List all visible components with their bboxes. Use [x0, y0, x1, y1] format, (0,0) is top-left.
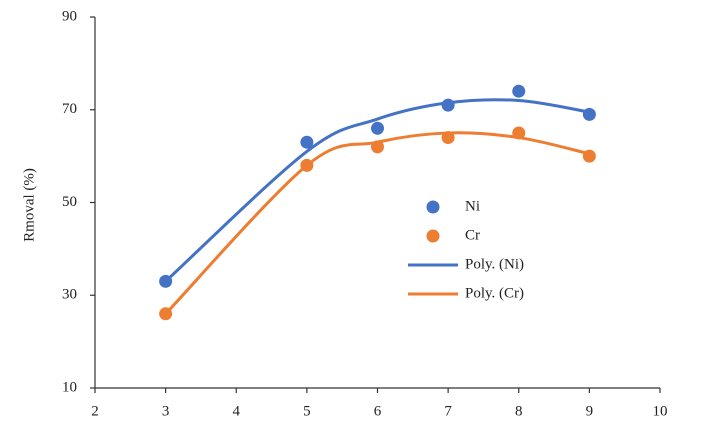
trend-line — [164, 131, 590, 315]
x-tick-label: 7 — [444, 403, 452, 419]
x-tick-label: 10 — [653, 403, 668, 419]
x-tick-label: 6 — [374, 403, 382, 419]
point — [441, 98, 455, 112]
y-tick-label: 90 — [62, 8, 77, 24]
y-axis-label: Rmoval (%) — [21, 168, 37, 242]
legend-label: Poly. (Ni) — [465, 256, 524, 272]
y-tick-label: 10 — [62, 379, 77, 395]
x-tick-label: 2 — [91, 403, 99, 419]
legend-swatch — [426, 200, 440, 214]
x-tick-label: 9 — [586, 403, 594, 419]
legend-swatch — [426, 229, 440, 243]
legend-label: Cr — [465, 227, 480, 243]
x-tick-label: 4 — [233, 403, 241, 419]
point — [512, 84, 526, 98]
y-tick-label: 50 — [62, 194, 77, 210]
x-tick-label: 5 — [303, 403, 311, 419]
point — [371, 121, 384, 135]
legend-label: Poly. (Cr) — [465, 285, 524, 301]
trend-line — [164, 98, 590, 283]
legend-label: Ni — [465, 198, 480, 214]
y-tick-label: 30 — [62, 287, 77, 303]
y-tick-label: 70 — [62, 101, 77, 117]
point — [300, 135, 314, 149]
x-tick-label: 8 — [515, 403, 523, 419]
x-tick-label: 3 — [162, 403, 170, 419]
